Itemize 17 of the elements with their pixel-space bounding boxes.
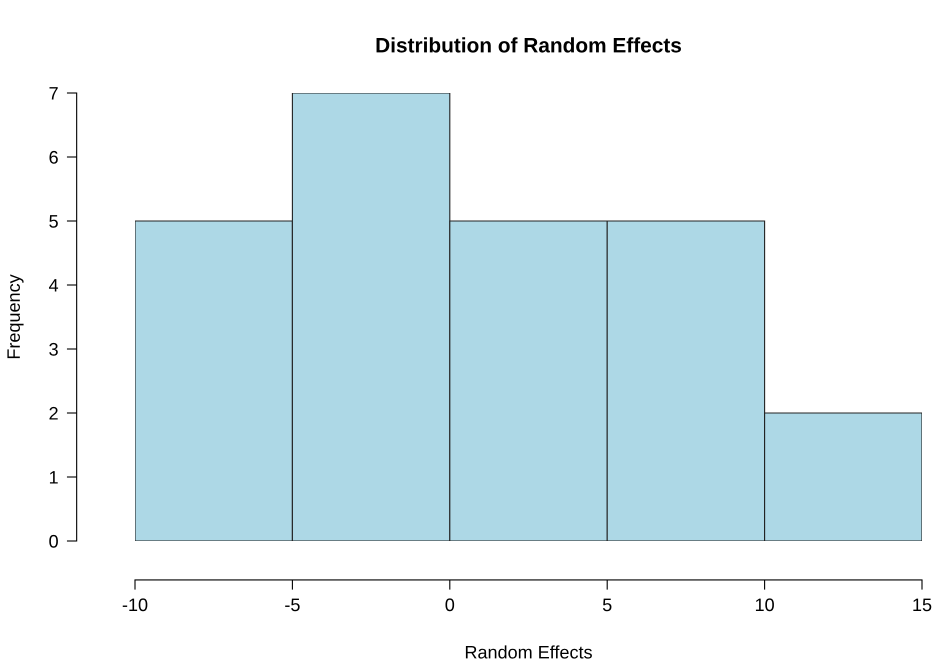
x-tick-label: 0 bbox=[445, 598, 454, 612]
x-tick-label: 10 bbox=[756, 598, 774, 612]
y-tick-label: 5 bbox=[49, 215, 58, 228]
y-tick-label: 4 bbox=[48, 279, 58, 292]
x-axis-title: Random Effects bbox=[466, 645, 592, 659]
y-tick-label: 2 bbox=[49, 406, 58, 420]
y-tick-label: 3 bbox=[49, 342, 58, 356]
y-tick-label: 1 bbox=[50, 471, 58, 484]
x-tick-label: 15 bbox=[913, 598, 932, 612]
y-axis-title: Frequency bbox=[7, 274, 24, 358]
x-tick-label: 5 bbox=[602, 598, 612, 612]
x-tick-label: -5 bbox=[285, 598, 300, 612]
y-tick-label: 7 bbox=[49, 87, 58, 100]
chart-title: Distribution of Random Effects bbox=[376, 37, 682, 53]
y-tick-label: 6 bbox=[49, 150, 58, 164]
y-tick-label: 0 bbox=[49, 534, 58, 548]
x-tick-label: -10 bbox=[122, 598, 148, 612]
